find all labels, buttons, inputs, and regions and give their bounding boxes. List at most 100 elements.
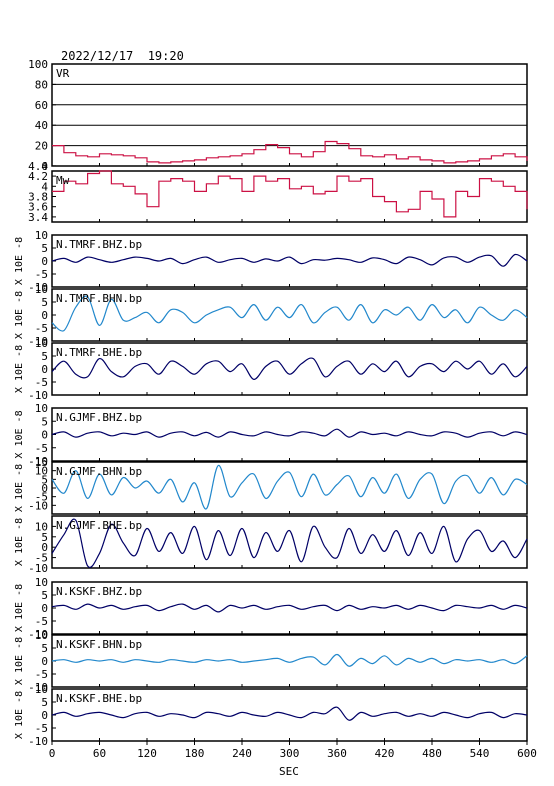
y-tick-label-tmrf_bhz: 10 [35, 229, 48, 242]
y-tick-label-mw: 3.8 [28, 191, 48, 204]
panel-label-tmrf_bhz: N.TMRF.BHZ.bp [56, 238, 142, 251]
y-tick-label-vr: 100 [28, 58, 48, 71]
timestamp-header: 2022/12/17 19:20 [61, 49, 184, 63]
y-tick-label-gjmf_bhz: -10 [28, 455, 48, 468]
series-line-mw [52, 170, 528, 218]
y-tick-label-gjmf_bhn: 15 [35, 456, 48, 469]
series-line-tmrf_bhz [51, 253, 528, 267]
panel-label-tmrf_bhe: N.TMRF.BHE.bp [56, 346, 142, 359]
y-tick-label-kskf_bhn: -5 [35, 668, 48, 681]
y-tick-label-gjmf_bhn: -5 [35, 491, 48, 504]
y-tick-label-kskf_bhe: 0 [41, 709, 48, 722]
y-tick-label-gjmf_bhn: 10 [35, 465, 48, 478]
y-tick-label-gjmf_bhe: 10 [35, 520, 48, 533]
panel-label-gjmf_bhz: N.GJMF.BHZ.bp [56, 411, 142, 424]
panel-label-gjmf_bhn: N.GJMF.BHN.bp [56, 465, 142, 478]
x-tick-label: 300 [280, 747, 300, 760]
y-tick-label-kskf_bhz: -10 [28, 628, 48, 641]
y-tick-label-gjmf_bhn: 0 [41, 482, 48, 495]
x-tick-label: 60 [93, 747, 106, 760]
y-tick-label-vr: 40 [35, 119, 48, 132]
y-tick-label-gjmf_bhe: -10 [28, 562, 48, 575]
y-tick-label-tmrf_bhn: 0 [41, 309, 48, 322]
y-tick-label-mw: 4.2 [28, 170, 48, 183]
panel-label-kskf_bhz: N.KSKF.BHZ.bp [56, 585, 142, 598]
series-line-kskf_bhn [51, 653, 528, 667]
y-tick-label-kskf_bhz: -5 [35, 615, 48, 628]
y-tick-label-tmrf_bhz: -10 [28, 281, 48, 294]
y-tick-label-tmrf_bhz: 0 [41, 255, 48, 268]
y-axis-label-gjmf_bhe: X 10E -8 [14, 518, 25, 566]
y-tick-label-tmrf_bhz: -5 [35, 268, 48, 281]
x-axis-label: SEC [279, 765, 299, 778]
y-tick-label-gjmf_bhz: 5 [41, 415, 48, 428]
y-tick-label-tmrf_bhz: 5 [41, 242, 48, 255]
y-tick-label-kskf_bhe: -5 [35, 722, 48, 735]
y-tick-label-vr: 0 [41, 160, 48, 173]
panel-label-tmrf_bhn: N.TMRF.BHN.bp [56, 292, 142, 305]
y-tick-label-tmrf_bhe: 10 [35, 337, 48, 350]
y-tick-label-kskf_bhn: 10 [35, 629, 48, 642]
y-tick-label-mw: 3.4 [28, 211, 48, 224]
y-tick-label-kskf_bhz: 10 [35, 576, 48, 589]
panel-label-mw: Mw [56, 174, 70, 187]
y-axis-label-kskf_bhn: X 10E -8 [14, 637, 25, 685]
y-tick-label-gjmf_bhe: -5 [35, 552, 48, 565]
y-tick-label-tmrf_bhn: 5 [41, 296, 48, 309]
x-tick-label: 360 [327, 747, 347, 760]
y-axis-label-gjmf_bhn: X 10E -8 [14, 464, 25, 512]
y-tick-label-vr: 80 [35, 78, 48, 91]
panel-label-vr: VR [56, 67, 70, 80]
y-tick-label-mw: 4 [41, 180, 48, 193]
series-line-vr [52, 140, 528, 164]
y-axis-label-tmrf_bhz: X 10E -8 [14, 237, 25, 285]
x-tick-label: 540 [470, 747, 490, 760]
y-tick-label-tmrf_bhe: -10 [28, 389, 48, 402]
y-tick-label-mw: 4.4 [28, 160, 48, 173]
x-tick-label: 180 [185, 747, 205, 760]
y-tick-label-kskf_bhn: 5 [41, 642, 48, 655]
y-tick-label-kskf_bhe: 5 [41, 696, 48, 709]
series-line-tmrf_bhe [51, 357, 528, 380]
y-tick-label-tmrf_bhe: 0 [41, 363, 48, 376]
panel-label-kskf_bhe: N.KSKF.BHE.bp [56, 692, 142, 705]
y-tick-label-kskf_bhn: -10 [28, 681, 48, 694]
y-tick-label-tmrf_bhn: -5 [35, 322, 48, 335]
x-tick-label: 600 [517, 747, 537, 760]
y-tick-label-gjmf_bhz: -5 [35, 442, 48, 455]
y-tick-label-vr: 20 [35, 140, 48, 153]
x-tick-label: 240 [232, 747, 252, 760]
y-tick-label-kskf_bhz: 5 [41, 589, 48, 602]
y-tick-label-tmrf_bhe: 5 [41, 350, 48, 363]
series-line-gjmf_bhe [51, 518, 528, 568]
x-tick-label: 0 [49, 747, 56, 760]
y-tick-label-gjmf_bhe: 5 [41, 531, 48, 544]
y-tick-label-mw: 3.6 [28, 201, 48, 214]
x-tick-label: 420 [375, 747, 395, 760]
y-tick-label-tmrf_bhn: -10 [28, 335, 48, 348]
panel-label-gjmf_bhe: N.GJMF.BHE.bp [56, 519, 142, 532]
series-line-gjmf_bhz [51, 428, 528, 438]
y-tick-label-gjmf_bhn: -10 [28, 499, 48, 512]
y-axis-label-tmrf_bhe: X 10E -8 [14, 345, 25, 393]
panel-label-kskf_bhn: N.KSKF.BHN.bp [56, 638, 142, 651]
series-line-tmrf_bhn [51, 295, 528, 332]
y-tick-label-kskf_bhn: 0 [41, 655, 48, 668]
y-tick-label-kskf_bhz: 0 [41, 602, 48, 615]
y-tick-label-gjmf_bhn: 5 [41, 473, 48, 486]
y-tick-label-kskf_bhe: 10 [35, 683, 48, 696]
y-tick-label-gjmf_bhz: 10 [35, 402, 48, 415]
series-line-kskf_bhz [51, 603, 528, 613]
series-line-gjmf_bhn [51, 464, 528, 510]
y-tick-label-tmrf_bhn: 10 [35, 283, 48, 296]
y-axis-label-kskf_bhe: X 10E -8 [14, 691, 25, 739]
x-tick-label: 480 [422, 747, 442, 760]
x-tick-label: 120 [137, 747, 157, 760]
y-tick-label-vr: 60 [35, 99, 48, 112]
y-tick-label-kskf_bhe: -10 [28, 735, 48, 748]
series-line-kskf_bhe [51, 706, 528, 721]
y-tick-label-gjmf_bhe: 0 [41, 541, 48, 554]
y-tick-label-tmrf_bhe: -5 [35, 376, 48, 389]
